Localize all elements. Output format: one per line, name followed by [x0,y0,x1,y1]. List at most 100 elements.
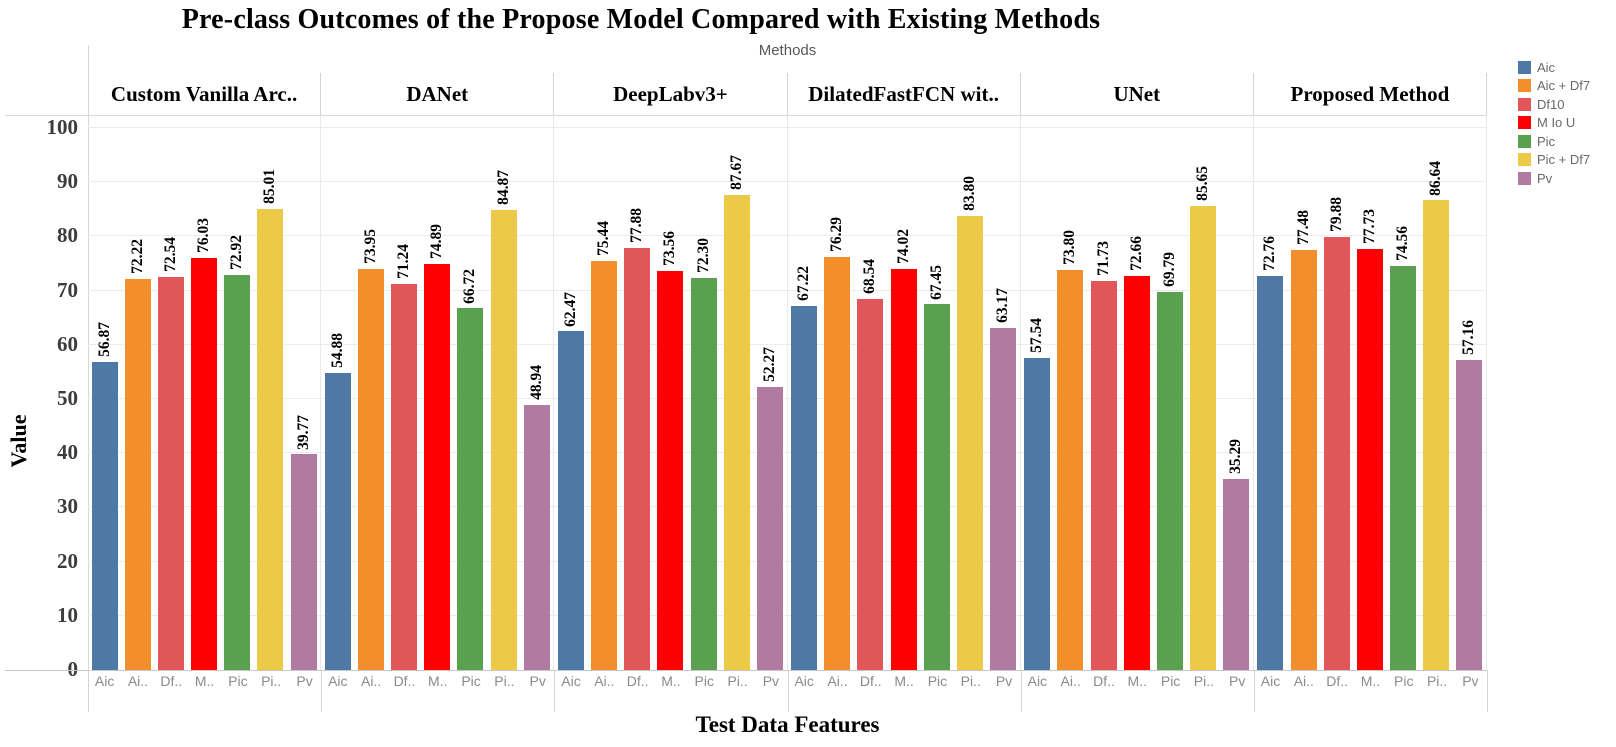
x-tick-label: Aic [1260,673,1281,689]
bar-Aic+Df7-1 [357,269,384,670]
bar-value-label: 52.27 [760,346,778,382]
bar-cell: 77.48 [1287,115,1320,670]
bar-Aic+Df7-2 [591,261,618,670]
bar-value-label: 73.95 [361,229,379,265]
x-tick-label: M.. [1360,673,1381,689]
bar-Aic+Df7-0 [124,278,151,670]
y-tick-label-20: 20 [57,548,78,573]
group-separator-tick [787,670,789,712]
bar-cell: 71.73 [1087,115,1120,670]
legend-item-4: Pic [1518,132,1614,151]
legend-label: Pv [1537,170,1553,186]
x-tick-label: Pic [1394,673,1414,689]
bar-Pic+Df7-1 [490,210,517,670]
bar-cell: 35.29 [1220,115,1253,670]
group-separator-tick [1253,670,1255,712]
x-tick-label: Pi.. [261,673,282,689]
bar-value-label: 63.17 [994,287,1012,323]
bar-cell: 75.44 [588,115,621,670]
plot-left-border [88,45,89,670]
bar-value-label: 77.88 [628,208,646,243]
y-tick-label-40: 40 [57,440,78,465]
bar-cell: 79.88 [1320,115,1353,670]
bar-Aic-2 [557,331,584,670]
x-tick-label: Aic [794,673,814,689]
bar-Aic+Df7-4 [1057,270,1084,670]
x-tick-label: Pv [1462,673,1479,689]
y-axis-title: Value [6,414,31,468]
bar-value-label: 48.94 [527,364,545,400]
bar-Pv-4 [1223,478,1250,670]
bar-cell: 69.79 [1153,115,1186,670]
method-header-3: DilatedFastFCN wit.. [788,73,1021,115]
bar-Df10-5 [1323,237,1350,670]
x-tick-label: Pic [694,673,714,689]
x-tick-label: Pv [1229,673,1246,689]
x-tick-label: Pi.. [494,673,515,689]
x-tick-label: Ai.. [361,673,382,689]
legend-item-5: Pic + Df7 [1518,151,1614,170]
bar-Aic-0 [91,361,118,670]
bar-MIoU-3 [890,268,917,670]
bar-cell: 87.67 [720,115,753,670]
y-tick-label-50: 50 [57,386,78,410]
bar-value-label: 85.65 [1194,165,1212,201]
group-separator-tick [88,670,89,712]
bar-cell: 67.22 [788,115,821,670]
legend-label: Aic [1537,59,1556,75]
bar-value-label: 84.87 [494,170,512,206]
bar-cell: 68.54 [854,115,887,670]
bar-Df10-3 [857,298,884,670]
bar-value-label: 72.22 [128,238,146,274]
bar-cell: 74.89 [421,115,454,670]
bar-Pic+Df7-5 [1423,200,1450,670]
y-axis-ticks: 0 10 20 30 40 50 60 70 80 90 100 [0,0,82,747]
x-tick-label: Pv [296,673,313,689]
bar-cell: 76.03 [188,115,221,670]
method-header-1: DANet [321,73,555,115]
x-tick-label: Pi.. [1193,673,1215,689]
bar-value-label: 39.77 [294,414,312,450]
legend-item-0: Aic [1518,58,1614,77]
bar-Aic-1 [324,372,351,670]
x-tick-label: Pi.. [960,673,981,689]
bar-value-label: 83.80 [960,175,978,211]
legend: Aic Aic + Df7 Df10 M Io U Pic Pic + Df7 Pv [1518,58,1614,188]
bar-group-4: 57.54 73.80 71.73 72.66 69.79 85.65 35.29 [1021,115,1254,670]
legend-item-1: Aic + Df7 [1518,77,1614,96]
x-tick-label: Pic [1160,673,1181,689]
bar-cell: 52.27 [753,115,786,670]
bar-cell: 72.22 [121,115,154,670]
bar-cell: 83.80 [953,115,986,670]
bar-value-label: 72.30 [694,238,712,274]
bar-cell: 85.65 [1187,115,1220,670]
bar-value-label: 69.79 [1160,251,1178,287]
bar-MIoU-2 [657,271,684,670]
bar-Aic-3 [791,305,818,670]
bar-value-label: 54.88 [328,332,346,368]
method-header-5: Proposed Method [1254,73,1488,115]
x-tick-label: Pi.. [1426,673,1448,689]
bar-value-label: 72.92 [228,234,246,270]
bar-value-label: 66.72 [461,268,479,304]
legend-swatch [1518,171,1531,185]
bar-Df10-0 [157,276,184,670]
bar-group-1: 54.88 73.95 71.24 74.89 66.72 84.87 48.94 [321,115,555,670]
x-tick-label: Df.. [626,673,649,689]
bar-Aic+Df7-3 [824,256,851,670]
bar-groups: 56.87 72.22 72.54 76.03 72.92 85.01 39.77 54.88… [88,115,1488,670]
bar-Pic+Df7-4 [1190,205,1217,670]
bar-group-2: 62.47 75.44 77.88 73.56 72.30 87.67 52.27 [554,115,788,670]
method-header-4: UNet [1021,73,1254,115]
bar-value-label: 67.45 [927,264,945,300]
x-tick-label: Ai.. [1293,673,1314,689]
bar-cell: 76.29 [821,115,854,670]
method-header-row: Custom Vanilla Arc.. DANet DeepLabv3+ Dilat… [88,73,1488,115]
legend-label: M Io U [1537,115,1576,131]
x-tick-group-0: Aic Ai.. Df.. M.. Pic Pi.. Pv [88,673,321,701]
bar-cell: 85.01 [254,115,287,670]
bar-cell: 72.76 [1254,115,1287,670]
bar-Pic+Df7-0 [257,209,284,670]
legend-item-3: M Io U [1518,114,1614,133]
